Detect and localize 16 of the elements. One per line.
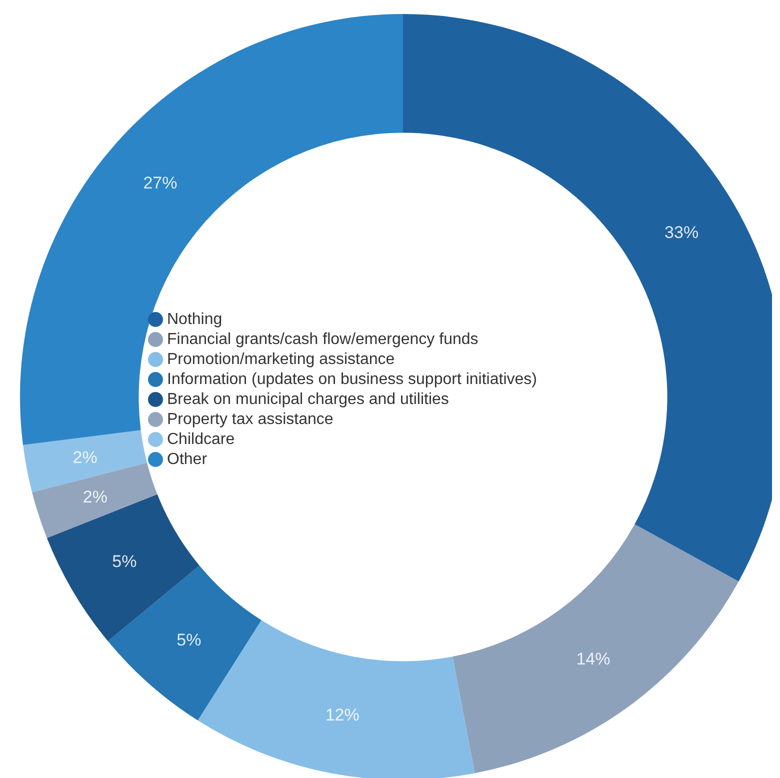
legend-label: Break on municipal charges and utilities xyxy=(167,391,449,408)
legend-label: Financial grants/cash flow/emergency funds xyxy=(167,331,478,348)
legend-label: Promotion/marketing assistance xyxy=(167,351,395,368)
data-label: 12% xyxy=(325,705,360,724)
data-label: 33% xyxy=(664,222,699,242)
data-label: 5% xyxy=(176,630,202,650)
legend-label: Property tax assistance xyxy=(167,411,334,428)
data-label: 5% xyxy=(112,552,137,572)
legend-label: Information (updates on business support initiatives) xyxy=(167,371,537,388)
data-label: 14% xyxy=(576,649,610,668)
data-label: 2% xyxy=(82,488,108,507)
legend-label: Nothing xyxy=(167,311,222,328)
legend-label: Childcare xyxy=(167,431,235,448)
data-label: 27% xyxy=(143,173,178,192)
data-label: 2% xyxy=(72,448,98,468)
legend-label: Other xyxy=(167,451,208,468)
